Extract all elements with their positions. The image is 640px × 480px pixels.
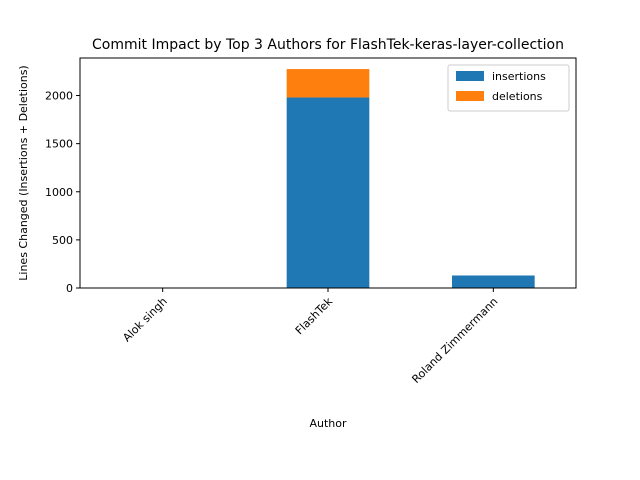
chart-title: Commit Impact by Top 3 Authors for Flash… bbox=[92, 37, 564, 53]
legend-swatch-insertions bbox=[456, 71, 484, 81]
x-tick-label: FlashTek bbox=[293, 294, 336, 337]
y-tick-label: 500 bbox=[52, 234, 73, 247]
bars-layer bbox=[121, 69, 535, 288]
x-axis-label: Author bbox=[309, 417, 347, 430]
y-tick-label: 2000 bbox=[45, 90, 73, 103]
y-tick-label: 0 bbox=[66, 282, 73, 295]
y-axis: 0 500 1000 1500 2000 bbox=[45, 90, 80, 295]
bar-insertions-1 bbox=[286, 97, 370, 288]
x-tick-label: Roland Zimmermann bbox=[409, 295, 500, 386]
y-tick-label: 1000 bbox=[45, 186, 73, 199]
legend-label-insertions: insertions bbox=[492, 70, 546, 83]
y-tick-label: 1500 bbox=[45, 138, 73, 151]
y-axis-label: Lines Changed (Insertions + Deletions) bbox=[17, 65, 30, 280]
legend-swatch-deletions bbox=[456, 91, 484, 101]
x-axis: Alok singh FlashTek Roland Zimmermann bbox=[120, 288, 500, 386]
bar-deletions-1 bbox=[286, 69, 370, 98]
legend-label-deletions: deletions bbox=[492, 90, 543, 103]
bar-insertions-2 bbox=[452, 275, 535, 288]
legend: insertions deletions bbox=[447, 64, 570, 112]
x-tick-label: Alok singh bbox=[120, 295, 169, 344]
